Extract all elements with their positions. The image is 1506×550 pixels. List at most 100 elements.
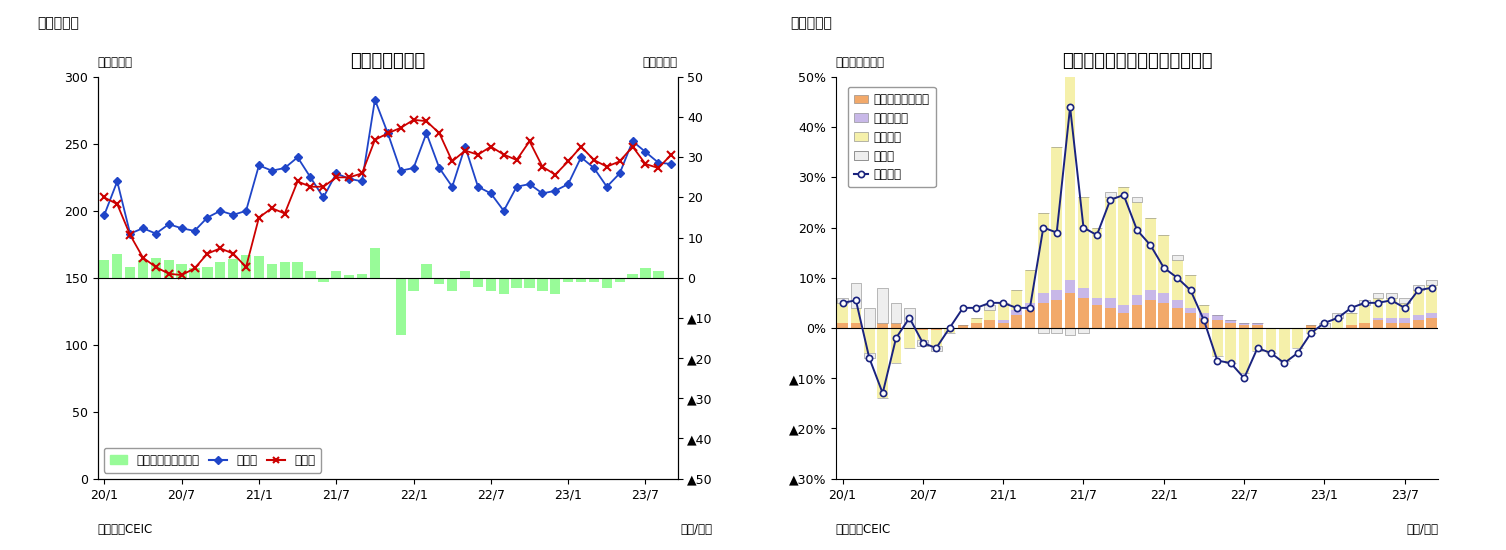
Bar <box>837 298 848 303</box>
Bar <box>837 323 848 328</box>
Bar <box>280 262 289 278</box>
Bar <box>1372 318 1384 321</box>
Bar <box>331 271 342 278</box>
Bar <box>563 278 574 282</box>
Bar <box>1333 313 1343 318</box>
Bar <box>1051 290 1062 300</box>
Bar <box>575 278 586 282</box>
Bar <box>524 278 535 288</box>
Bar <box>998 303 1009 321</box>
Bar <box>1372 293 1384 298</box>
Bar <box>1360 300 1370 305</box>
Bar <box>1011 315 1023 328</box>
Bar <box>864 353 875 358</box>
Bar <box>1292 328 1303 348</box>
Title: タイ　輸出の伸び率（品目別）: タイ 輸出の伸び率（品目別） <box>1062 52 1212 70</box>
Bar <box>837 303 848 323</box>
Bar <box>917 331 928 340</box>
Bar <box>1413 285 1423 290</box>
Bar <box>1078 288 1089 298</box>
Bar <box>1239 323 1250 326</box>
Bar <box>473 278 483 287</box>
Bar <box>851 283 861 308</box>
Bar <box>1024 270 1035 303</box>
Bar <box>864 308 875 328</box>
Text: （前年同月比）: （前年同月比） <box>836 56 886 69</box>
Bar <box>1131 305 1143 328</box>
Bar <box>1131 202 1143 295</box>
Bar <box>971 323 982 328</box>
Bar <box>1239 326 1250 328</box>
Title: タイの貿易収支: タイの貿易収支 <box>351 52 425 70</box>
Bar <box>1185 308 1196 313</box>
Bar <box>985 305 995 310</box>
Bar <box>1158 303 1169 328</box>
Bar <box>890 303 902 323</box>
Bar <box>1105 197 1116 298</box>
Bar <box>998 323 1009 328</box>
Bar <box>998 321 1009 323</box>
Bar <box>1024 310 1035 328</box>
Bar <box>958 326 968 328</box>
Bar <box>151 257 161 278</box>
Bar <box>944 328 955 333</box>
Text: （年/月）: （年/月） <box>681 522 712 536</box>
Bar <box>1011 290 1023 310</box>
Bar <box>550 278 560 294</box>
Bar <box>1333 318 1343 328</box>
Bar <box>255 256 264 278</box>
Bar <box>486 278 495 291</box>
Bar <box>971 318 982 323</box>
Bar <box>1185 275 1196 308</box>
Bar <box>176 265 187 278</box>
Bar <box>1105 192 1116 197</box>
Bar <box>357 274 367 278</box>
Bar <box>1092 305 1102 328</box>
Bar <box>1051 147 1062 290</box>
Bar <box>1172 260 1182 300</box>
Bar <box>1119 313 1130 328</box>
Bar <box>1051 328 1062 333</box>
Bar <box>318 278 328 282</box>
Bar <box>851 308 861 323</box>
Bar <box>267 265 277 278</box>
Bar <box>1386 318 1396 323</box>
Bar <box>1212 321 1223 328</box>
Bar <box>1306 328 1316 333</box>
Bar <box>904 328 914 348</box>
Bar <box>434 278 444 284</box>
Bar <box>1119 188 1130 305</box>
Bar <box>1199 313 1209 318</box>
Bar <box>1065 328 1075 336</box>
Bar <box>917 340 928 345</box>
Text: （年/月）: （年/月） <box>1407 522 1438 536</box>
Bar <box>1038 293 1048 303</box>
Bar <box>1011 310 1023 315</box>
Bar <box>1399 298 1410 303</box>
Bar <box>1251 328 1264 350</box>
Bar <box>538 278 548 291</box>
Bar <box>1172 300 1182 308</box>
Bar <box>890 323 902 328</box>
Bar <box>864 328 875 353</box>
Bar <box>227 259 238 278</box>
Bar <box>1386 293 1396 298</box>
Bar <box>628 274 637 278</box>
Bar <box>931 331 941 345</box>
Bar <box>931 328 941 331</box>
Bar <box>589 278 599 282</box>
Bar <box>1172 308 1182 328</box>
Bar <box>202 267 212 278</box>
Bar <box>1078 197 1089 288</box>
Bar <box>917 328 928 331</box>
Bar <box>422 265 432 278</box>
Bar <box>1386 298 1396 318</box>
Bar <box>1399 303 1410 318</box>
Bar <box>878 323 889 328</box>
Bar <box>1158 293 1169 303</box>
Bar <box>1386 323 1396 328</box>
Bar <box>1119 305 1130 313</box>
Bar <box>139 260 148 278</box>
Bar <box>1065 293 1075 328</box>
Bar <box>1038 212 1048 293</box>
